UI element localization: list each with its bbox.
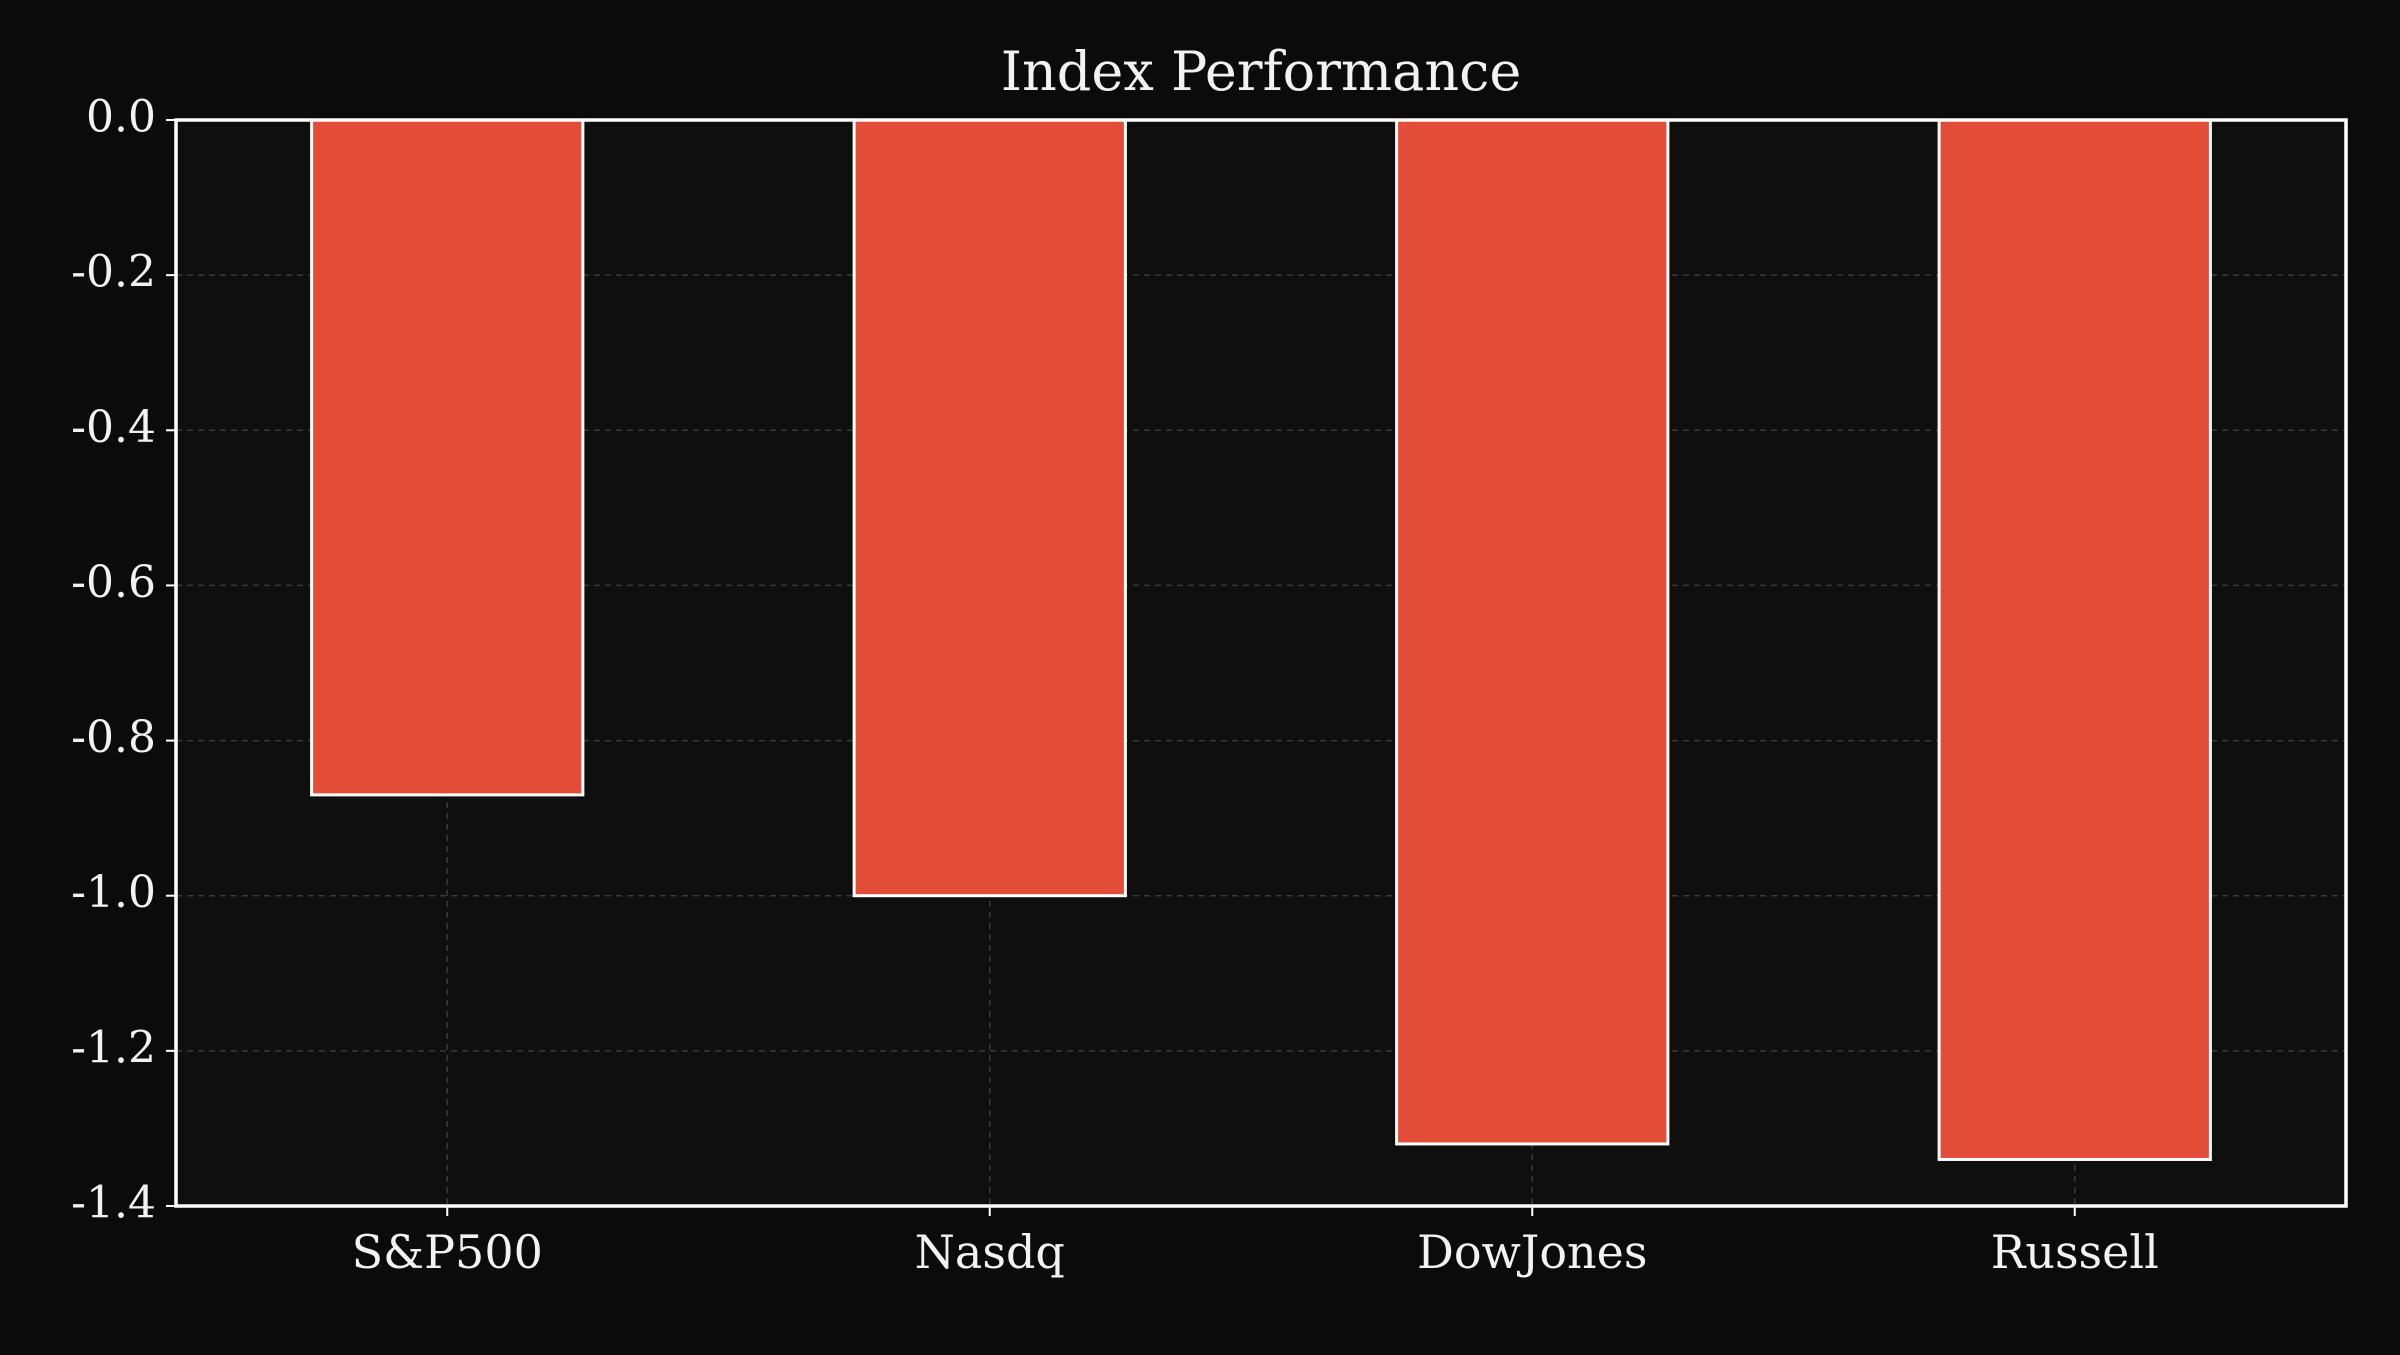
y-tick-label: -1.4 — [71, 1178, 156, 1229]
x-tick-label: S&P500 — [352, 1225, 543, 1279]
x-tick-label: DowJones — [1417, 1225, 1648, 1279]
x-tick-label: Nasdq — [915, 1225, 1065, 1279]
y-tick-label: -0.4 — [71, 402, 156, 453]
y-axis-ticks: 0.0 -0.2 -0.4 -0.6 -0.8 -1.0 -1.2 -1.4 — [71, 92, 176, 1229]
y-tick-label: -1.2 — [71, 1022, 156, 1073]
bars — [310, 118, 2212, 1161]
x-axis-ticks: S&P500 Nasdq DowJones Russell — [352, 1206, 2159, 1279]
bar-nasdq — [852, 118, 1127, 898]
bar-sp500 — [310, 118, 585, 797]
y-tick-label: -0.8 — [71, 712, 156, 763]
y-tick-label: -1.0 — [71, 867, 156, 918]
x-tick-label: Russell — [1991, 1225, 2159, 1279]
bar-dowjones — [1395, 118, 1670, 1146]
plot-frame — [174, 118, 2348, 1208]
y-tick-label: -0.2 — [71, 247, 156, 298]
y-tick-label: 0.0 — [86, 92, 156, 143]
bar-russell — [1937, 118, 2212, 1161]
chart-title: Index Performance — [1001, 40, 1522, 103]
y-tick-label: -0.6 — [71, 557, 156, 608]
